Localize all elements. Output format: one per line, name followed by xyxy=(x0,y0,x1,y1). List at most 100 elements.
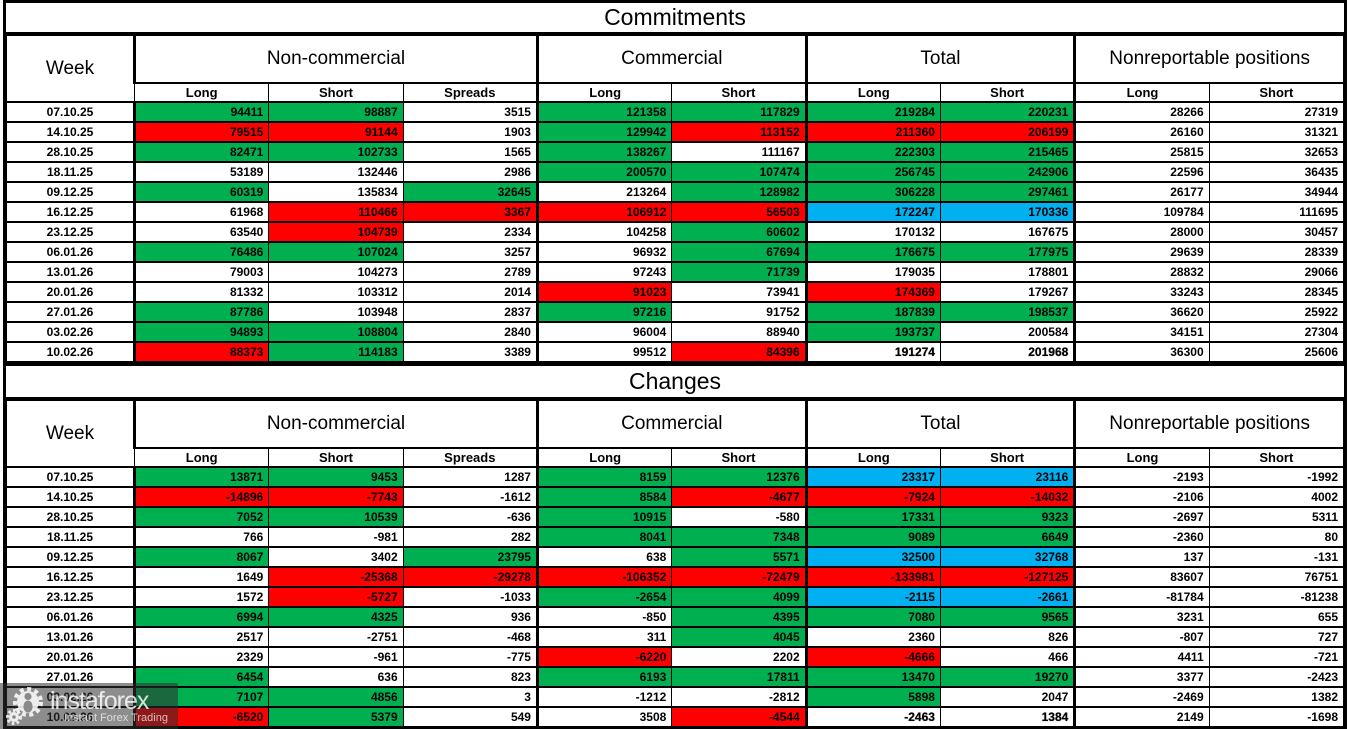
value-cell: 9089 xyxy=(804,526,941,548)
value-cell: 107474 xyxy=(671,161,807,183)
column-header: Long xyxy=(535,82,673,103)
value-cell: 2360 xyxy=(804,626,941,648)
week-cell: 18.11.25 xyxy=(6,161,135,183)
value-cell: -127125 xyxy=(939,566,1076,588)
group-header: Commercial xyxy=(535,34,807,84)
value-cell: 211360 xyxy=(804,121,941,143)
value-cell: -775 xyxy=(402,646,538,668)
value-cell: 6649 xyxy=(939,526,1076,548)
value-cell: 636 xyxy=(268,666,404,688)
value-cell: 63540 xyxy=(132,221,270,243)
value-cell: 936 xyxy=(402,606,538,628)
table-row: 27.01.26 87786 103948 2837 97216 91752 187839 1… xyxy=(6,301,1345,323)
value-cell: 1572 xyxy=(132,586,270,608)
value-cell: 1384 xyxy=(939,706,1076,728)
value-cell: 27304 xyxy=(1208,321,1345,343)
column-header: Long xyxy=(535,447,673,468)
value-cell: 3231 xyxy=(1073,606,1210,628)
value-cell: -6220 xyxy=(535,646,673,668)
value-cell: 17811 xyxy=(671,666,807,688)
commitments-title: Commitments xyxy=(6,3,1344,34)
value-cell: 4325 xyxy=(268,606,404,628)
week-cell: 14.10.25 xyxy=(6,486,135,508)
value-cell: 129942 xyxy=(535,121,673,143)
value-cell: 213264 xyxy=(535,181,673,203)
value-cell: -2463 xyxy=(804,706,941,728)
value-cell: 13871 xyxy=(132,466,270,488)
week-cell: 23.12.25 xyxy=(6,221,135,243)
value-cell: 167675 xyxy=(939,221,1076,243)
value-cell: 91752 xyxy=(671,301,807,323)
table-row: 20.01.26 2329 -961 -775 -6220 2202 -4666 466 441… xyxy=(6,646,1345,668)
value-cell: 104258 xyxy=(535,221,673,243)
value-cell: 31321 xyxy=(1208,121,1345,143)
value-cell: 60319 xyxy=(132,181,270,203)
value-cell: 4099 xyxy=(671,586,807,608)
table-row: 23.12.25 1572 -5727 -1033 -2654 4099 -2115 -266… xyxy=(6,586,1345,608)
value-cell: 200584 xyxy=(939,321,1076,343)
value-cell: -1698 xyxy=(1208,706,1345,728)
value-cell: 8584 xyxy=(535,486,673,508)
group-header: Total xyxy=(804,399,1076,449)
value-cell: 28345 xyxy=(1208,281,1345,303)
value-cell: -2106 xyxy=(1073,486,1210,508)
value-cell: -5727 xyxy=(268,586,404,608)
changes-table: Week Non-commercial Commercial Total Nonrepo… xyxy=(6,399,1345,728)
value-cell: 187839 xyxy=(804,301,941,323)
column-header: Long xyxy=(1073,82,1210,103)
value-cell: 6994 xyxy=(132,606,270,628)
value-cell: -2697 xyxy=(1073,506,1210,528)
table-row: 03.02.26710748563-1212-281258982047-2469… xyxy=(6,686,1345,708)
value-cell: -961 xyxy=(268,646,404,668)
column-header: Short xyxy=(1208,447,1345,468)
value-cell: 2334 xyxy=(402,221,538,243)
value-cell: 5311 xyxy=(1208,506,1345,528)
value-cell: 103312 xyxy=(268,281,404,303)
value-cell: 3367 xyxy=(402,201,538,223)
value-cell: 5571 xyxy=(671,546,807,568)
week-cell: 20.01.26 xyxy=(6,281,135,303)
value-cell: 2014 xyxy=(402,281,538,303)
value-cell: 311 xyxy=(535,626,673,648)
table-row: 28.10.25 7052 10539 -636 10915 -580 17331 9323-… xyxy=(6,506,1345,528)
value-cell: -1992 xyxy=(1208,466,1345,488)
column-header: Long xyxy=(133,447,270,468)
column-header: Spreads xyxy=(402,447,538,468)
table-row: 14.10.25 -14896 -7743 -1612 8584 -4677 -7924 -1… xyxy=(6,486,1345,508)
value-cell: 25922 xyxy=(1208,301,1345,323)
value-cell: -2360 xyxy=(1073,526,1210,548)
column-header: Long xyxy=(1073,447,1210,468)
value-cell: 103948 xyxy=(268,301,404,323)
value-cell: -1033 xyxy=(402,586,538,608)
value-cell: 32500 xyxy=(804,546,941,568)
value-cell: 2202 xyxy=(671,646,807,668)
week-cell: 03.02.26 xyxy=(6,321,135,343)
value-cell: 96932 xyxy=(535,241,673,263)
table-row: 10.02.26 88373 114183 3389 99512 84396 191274 2… xyxy=(6,341,1345,363)
value-cell: 170336 xyxy=(939,201,1076,223)
value-cell: 96004 xyxy=(535,321,673,343)
week-column-header: Week xyxy=(6,399,135,468)
group-header: Commercial xyxy=(535,399,807,449)
value-cell: 97243 xyxy=(535,261,673,283)
value-cell: 30457 xyxy=(1208,221,1345,243)
table-row: 18.11.25 53189 132446 2986 200570 107474 25674… xyxy=(6,161,1345,183)
value-cell: 549 xyxy=(402,706,538,728)
value-cell: -14032 xyxy=(939,486,1076,508)
value-cell: -29278 xyxy=(402,566,538,588)
value-cell: 128982 xyxy=(671,181,807,203)
table-row: 27.01.26 6454 636 823 6193 17811 13470 19270 337… xyxy=(6,666,1345,688)
week-cell: 20.01.26 xyxy=(6,646,135,668)
week-cell: 27.01.26 xyxy=(6,666,135,688)
value-cell: 2837 xyxy=(402,301,538,323)
value-cell: 23116 xyxy=(939,466,1076,488)
value-cell: -2469 xyxy=(1073,686,1210,708)
value-cell: 177975 xyxy=(939,241,1076,263)
value-cell: -468 xyxy=(402,626,538,648)
value-cell: 104273 xyxy=(268,261,404,283)
table-row: 28.10.25 82471 102733 1565 138267 111167 22230… xyxy=(6,141,1345,163)
value-cell: 655 xyxy=(1208,606,1345,628)
value-cell: 117829 xyxy=(671,101,807,123)
value-cell: 36620 xyxy=(1073,301,1210,323)
value-cell: 32653 xyxy=(1208,141,1345,163)
